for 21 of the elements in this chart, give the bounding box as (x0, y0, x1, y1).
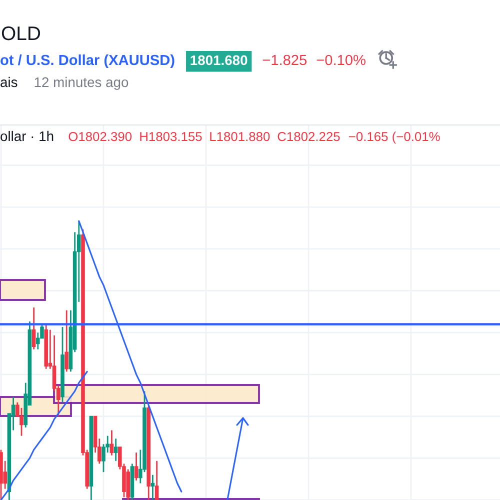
candlestick (134, 452, 138, 482)
text: O1802.390 (68, 132, 132, 142)
text: −1.825 (262, 54, 307, 66)
candlestick (64, 310, 68, 372)
text: −0.165 (−0.01% (349, 132, 440, 144)
text: 12 minutes ago (34, 76, 128, 90)
text: ais (0, 76, 18, 88)
text: L1801.880 (210, 132, 270, 142)
chart-title: OLD (2, 26, 40, 40)
text: ollar · 1h (0, 130, 54, 142)
candlestick (150, 474, 155, 500)
candlestick (20, 407, 24, 437)
candlestick (154, 460, 159, 500)
text: C1802.225 (278, 132, 340, 142)
text: 1801.680 (190, 55, 248, 66)
chart-subtitle: ot / U.S. Dollar (XAUUSD) (0, 54, 174, 68)
text: H1803.155 (140, 132, 202, 142)
candlestick (114, 438, 118, 462)
candlestick (32, 306, 36, 350)
candlestick (110, 430, 114, 456)
text: −0.10% (316, 54, 366, 66)
